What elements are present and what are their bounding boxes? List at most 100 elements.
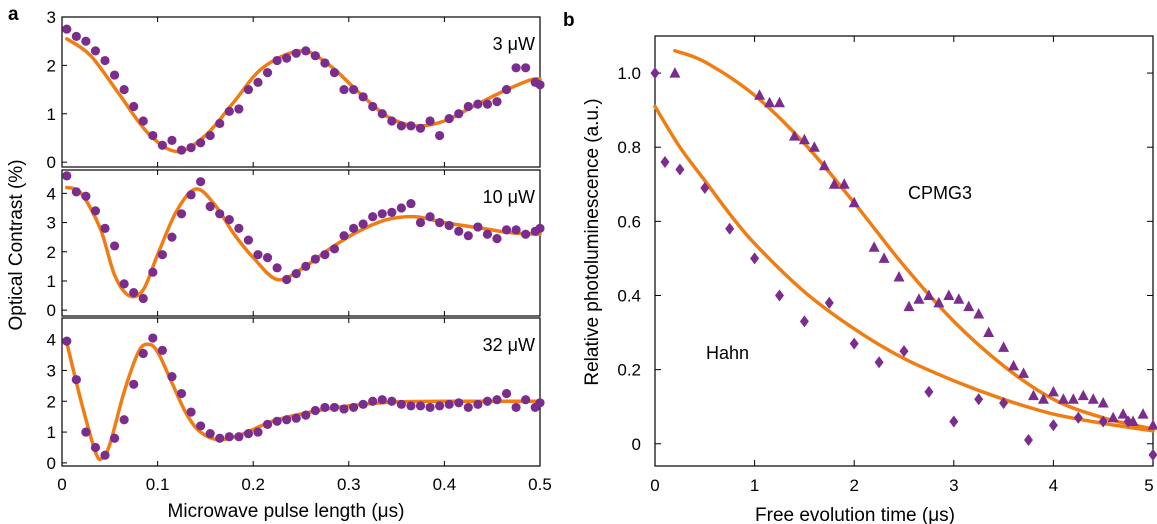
triangle-point	[1107, 411, 1119, 423]
panel-a-subplot-32uw: 0 1 2 3 4 32 μW	[47, 317, 545, 473]
diamond-point	[874, 356, 884, 369]
y-tick-label: 0	[47, 301, 56, 320]
data-point	[167, 371, 177, 382]
triangle-point	[983, 326, 995, 338]
diamond-point	[924, 385, 934, 398]
data-point	[358, 399, 368, 409]
data-point	[492, 395, 502, 405]
diamond-point	[949, 415, 959, 428]
triangle-point	[933, 296, 945, 308]
subplot-frame	[61, 169, 541, 317]
diamond-point	[1048, 419, 1058, 432]
data-point	[482, 99, 493, 109]
data-point	[205, 429, 215, 439]
triangle-point	[798, 133, 810, 145]
data-point	[109, 70, 120, 80]
data-point	[368, 101, 378, 112]
data-point	[396, 399, 406, 409]
x-tick-label: 5	[1144, 476, 1153, 495]
fit-curve	[65, 185, 542, 299]
data-point	[71, 31, 81, 41]
data-point	[511, 225, 521, 235]
data-point	[521, 63, 531, 73]
diamond-fit-curve	[653, 104, 1155, 433]
triangle-point	[838, 178, 850, 189]
subplot-frame	[61, 317, 541, 467]
y-tick-label: 0.6	[617, 212, 641, 231]
data-point	[262, 419, 273, 429]
triangle-point	[818, 159, 830, 171]
x-tick-label: 4	[1049, 476, 1058, 495]
data-point	[492, 234, 502, 244]
data-point	[454, 109, 464, 119]
data-point	[358, 92, 368, 102]
data-point	[272, 263, 282, 273]
data-point	[482, 396, 493, 406]
diamond-point	[1073, 411, 1083, 424]
data-point	[329, 244, 340, 254]
data-point	[521, 229, 531, 239]
panel-b-y-label: Relative photoluminescence (a.u.)	[582, 98, 603, 385]
triangle-point	[848, 196, 860, 208]
data-point	[176, 145, 187, 155]
data-point	[444, 399, 454, 409]
data-point	[482, 229, 493, 239]
data-point	[282, 415, 292, 425]
diamond-point	[1148, 448, 1157, 461]
data-point	[415, 401, 426, 411]
x-tick-label: 0.1	[146, 475, 170, 494]
data-point	[320, 58, 330, 68]
x-tick-label: 1	[750, 476, 759, 495]
data-point	[473, 399, 483, 409]
data-point	[81, 191, 91, 201]
data-point	[387, 116, 397, 126]
data-point	[463, 101, 473, 112]
triangle-point	[923, 289, 935, 300]
data-point	[301, 410, 311, 420]
data-point	[435, 217, 445, 228]
data-point	[157, 140, 167, 150]
data-point	[100, 55, 110, 66]
triangle-point	[1117, 408, 1129, 419]
data-point	[501, 388, 512, 399]
data-point	[90, 442, 101, 453]
data-point	[243, 429, 254, 439]
data-point	[196, 138, 206, 148]
data-point	[205, 130, 215, 141]
data-point	[138, 293, 148, 304]
data-point	[224, 106, 234, 116]
y-tick-label: 1	[47, 423, 56, 442]
panel-a-subplot-10uw: 0 1 2 3 4 10 μW	[47, 169, 545, 320]
subplot-frame	[61, 16, 541, 168]
data-point	[358, 219, 368, 229]
data-point	[71, 375, 81, 385]
x-tick-label: 0	[650, 476, 659, 495]
triangle-point	[808, 141, 820, 152]
data-point	[119, 279, 129, 289]
data-point	[406, 401, 416, 411]
x-tick-label: 0	[57, 475, 66, 494]
triangle-point	[1027, 389, 1039, 401]
power-annotation: 10 μW	[483, 187, 535, 207]
data-point	[109, 433, 120, 443]
data-point	[425, 402, 435, 413]
data-point	[425, 212, 435, 222]
data-point	[215, 433, 225, 443]
diamond-point	[750, 252, 760, 265]
triangle-point	[903, 300, 915, 312]
diamond-point	[700, 181, 710, 194]
triangle-point	[669, 67, 681, 78]
triangle-point	[764, 96, 776, 108]
data-point	[81, 427, 91, 437]
data-point	[157, 345, 167, 355]
y-tick-label: 1	[47, 272, 56, 291]
data-point	[310, 51, 320, 61]
data-point	[463, 231, 473, 241]
y-tick-label: 4	[47, 184, 56, 203]
data-point	[425, 116, 435, 126]
diamond-point	[849, 337, 859, 350]
data-point	[138, 116, 148, 126]
data-point	[291, 48, 301, 58]
data-point	[387, 207, 397, 217]
data-point	[186, 190, 196, 200]
